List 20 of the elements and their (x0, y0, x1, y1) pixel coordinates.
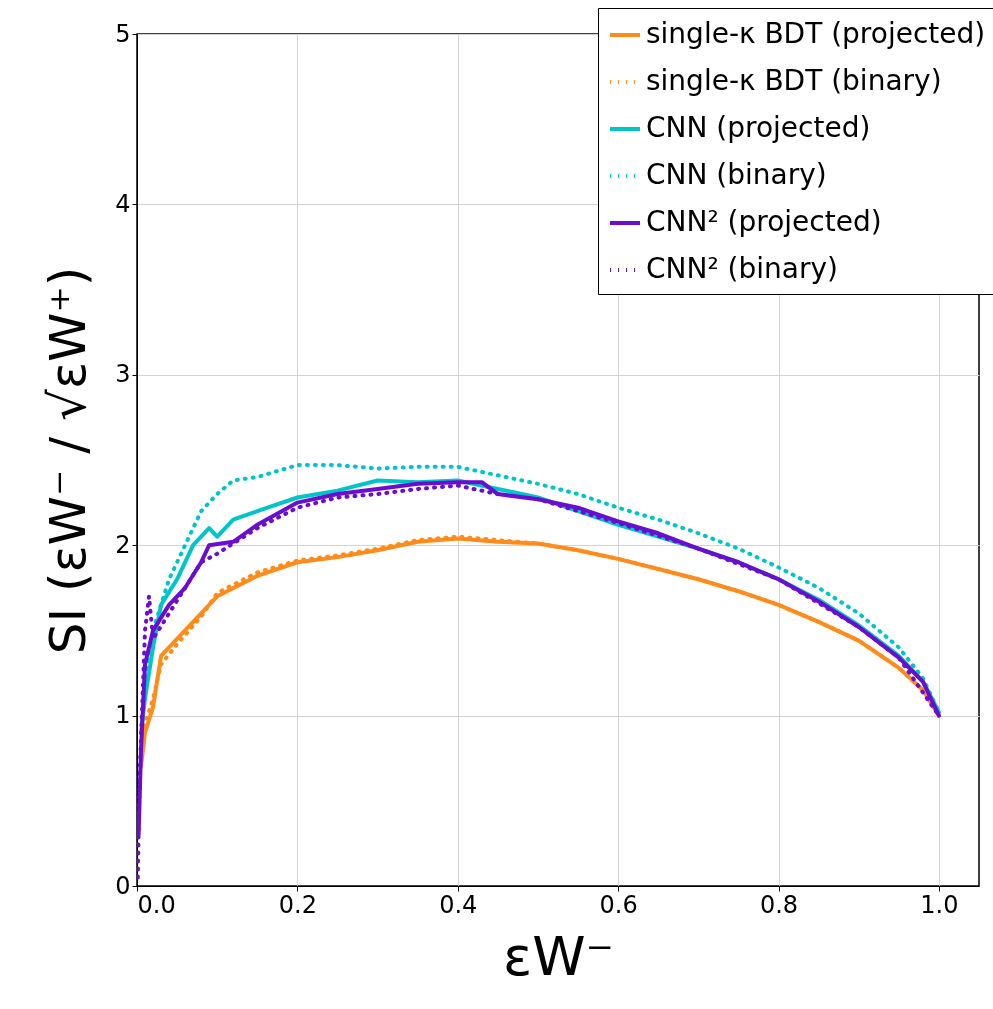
legend-label: CNN² (projected) (646, 205, 882, 238)
legend-label: single-κ BDT (projected) (646, 17, 986, 50)
x-tick-label: 0.6 (599, 890, 638, 919)
x-tick-label: 0.0 (137, 890, 176, 919)
x-tick-label: 0.2 (278, 890, 317, 919)
y-axis-title: SI (εW⁻ / √εW⁺) (39, 266, 98, 655)
x-tick-label: 1.0 (920, 890, 959, 919)
x-tick-label: 0.8 (759, 890, 799, 919)
y-tick-label: 1 (115, 701, 131, 730)
y-tick-label: 2 (115, 530, 131, 559)
legend-label: CNN (binary) (646, 158, 827, 191)
y-tick-label: 4 (115, 189, 131, 218)
legend-label: CNN² (binary) (646, 252, 838, 285)
legend-label: CNN (projected) (646, 111, 871, 144)
y-tick-label: 5 (115, 19, 131, 48)
legend-label: single-κ BDT (binary) (646, 64, 942, 97)
y-tick-label: 3 (115, 360, 131, 389)
x-tick-label: 0.4 (439, 890, 478, 919)
y-tick-label: 0 (115, 871, 131, 900)
x-axis-title: εW⁻ (502, 924, 615, 988)
